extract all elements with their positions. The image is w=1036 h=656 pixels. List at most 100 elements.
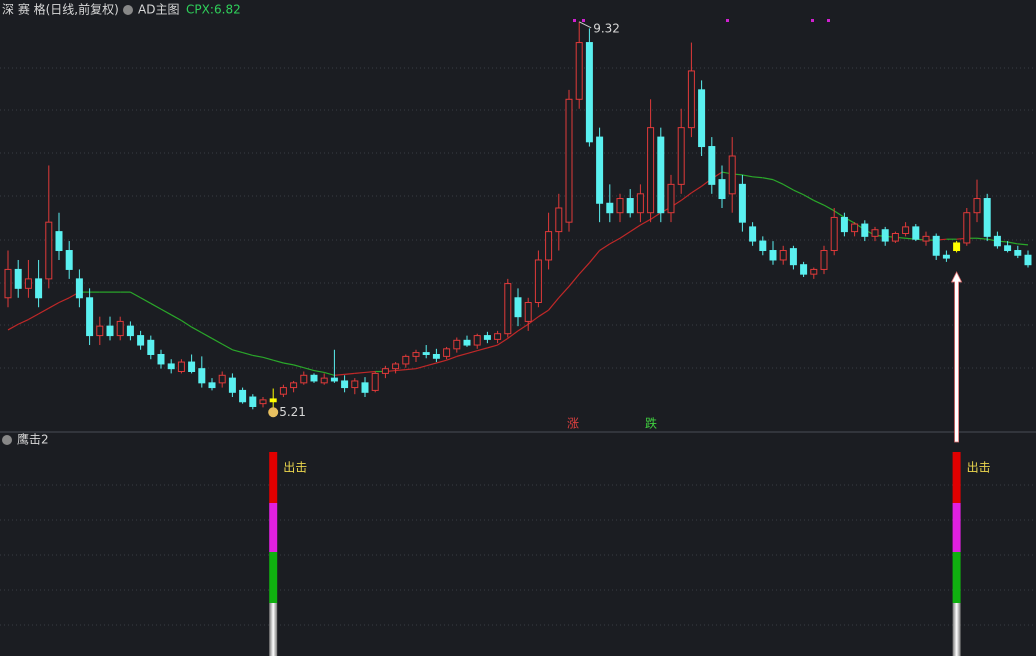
candle-body [667,183,675,214]
ma-segment [762,177,774,181]
candle-body [749,226,757,242]
candle-body [473,335,481,346]
candle-body [463,339,471,346]
ma-segment [650,212,662,220]
ma-segment [793,189,804,196]
candle-body [708,146,716,185]
candle-body [891,233,899,242]
candle-body [963,212,971,244]
ma-segment [742,174,753,178]
ma-segment [324,371,335,376]
ma-segment [538,309,549,318]
signal-magenta [952,503,961,552]
ma-segment [803,194,815,201]
candle-body [392,363,400,370]
candle-body [361,382,369,393]
ma-segment [283,362,294,366]
ma-segment [772,179,784,185]
ma-segment [446,355,458,361]
ma-segment [426,362,437,367]
candle-body [575,42,583,100]
candle-body [942,254,950,259]
signal-white [269,603,278,656]
ma-segment [517,323,529,332]
ma-segment [17,318,29,325]
ma-segment [303,367,315,372]
candle-body [412,352,420,357]
candle-body [524,302,532,322]
ma-segment [191,326,203,334]
ma-segment [181,319,192,328]
menu-icon[interactable] [2,435,12,445]
ma-segment [578,262,590,275]
candle-body [137,335,145,346]
candle-body [585,42,593,143]
candle-body [861,223,869,237]
signal-magenta [269,503,278,552]
ma-segment [130,291,141,299]
candle-body [840,216,848,233]
candle-body [555,207,563,233]
candle-body [35,278,43,299]
ma-segment [242,352,253,357]
ma-segment [58,297,70,304]
coin-icon [268,407,279,418]
candle-body [96,325,104,337]
candle-body [953,242,961,252]
ma-segment [313,369,325,374]
candle-body [239,389,247,403]
candle-body [310,374,318,382]
ma-segment [680,192,692,201]
candle-body [728,155,736,195]
candle-body [677,127,685,185]
ma-segment [354,371,366,374]
candle-body [881,229,889,242]
candle-body [188,361,196,373]
candle-body [24,278,32,289]
ma-segment [201,332,213,339]
candle-body [198,368,206,384]
candle-body [494,333,502,340]
candle-body [902,226,910,235]
candle-body [279,387,287,395]
candle-body [371,372,379,391]
menu-icon[interactable] [123,5,133,15]
signal-red [269,452,278,503]
ma-segment [976,237,988,240]
candle-body [228,377,236,393]
candle-body [300,374,308,384]
ma-segment [140,297,152,304]
ma-segment [221,343,233,351]
candle-body [126,325,134,337]
candle-body [983,198,991,237]
ma-segment [629,224,641,233]
ma-segment [262,356,274,361]
candle-body [800,264,808,275]
ma-segment [466,350,478,355]
candle-body [504,283,512,335]
candle-body [606,202,614,214]
candle-body [626,198,634,214]
candle-body [1004,245,1012,252]
candle-body [779,250,787,261]
cpx-label: CPX: [186,3,214,17]
candle-body [636,193,644,214]
candle-body [45,221,53,280]
ma-segment [436,359,447,364]
signal-label: 出击 [283,461,307,475]
ma-segment [823,204,835,212]
ma-segment [405,368,417,371]
indicator-name: AD主图 [138,3,179,17]
candle-body [545,231,553,261]
ma-segment [782,183,794,191]
candle-body [769,250,777,261]
candle-body [1014,250,1022,256]
candle-body [514,297,522,318]
candle-body [147,339,155,355]
ma-segment [640,218,651,226]
ma-segment [344,372,355,375]
ma-segment [150,302,162,310]
ma-segment [273,359,284,364]
ma-segment [1017,243,1029,246]
